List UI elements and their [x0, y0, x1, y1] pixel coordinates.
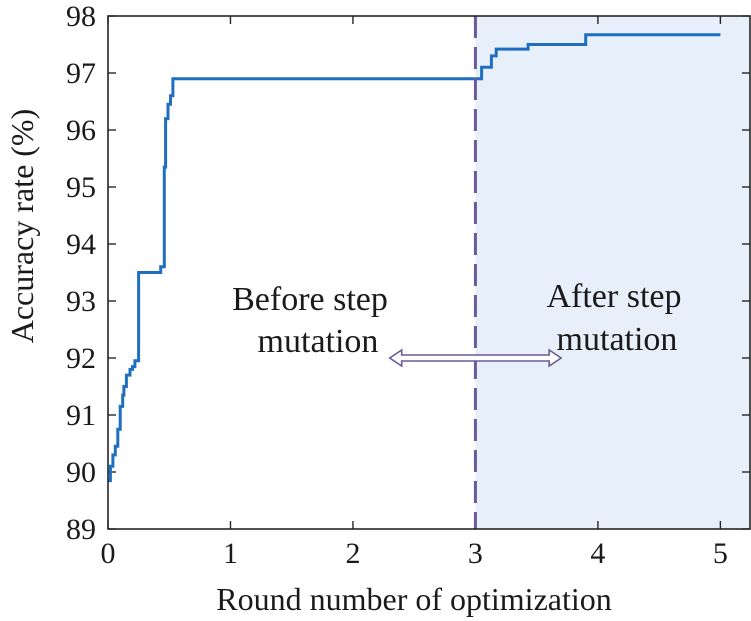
- y-tick-label: 91: [66, 399, 96, 432]
- x-tick-label: 0: [101, 537, 116, 570]
- x-tick-label: 4: [590, 537, 605, 570]
- y-tick-label: 90: [66, 456, 96, 489]
- axis-ticks: 0 1 2 3 4 5 89 90 91 92 93 94 95 96 97 98: [66, 0, 750, 570]
- y-tick-label: 95: [66, 171, 96, 204]
- y-axis-label: Accuracy rate (%): [4, 109, 40, 344]
- annotation-after-line1: After step: [546, 278, 681, 315]
- y-tick-label: 92: [66, 342, 96, 375]
- x-axis-label: Round number of optimization: [216, 581, 612, 617]
- double-arrow-shape: [388, 348, 563, 368]
- y-tick-label: 89: [66, 513, 96, 546]
- y-tick-label: 97: [66, 57, 96, 90]
- x-tick-label: 2: [345, 537, 360, 570]
- y-tick-label: 94: [66, 228, 96, 261]
- double-arrow: [388, 348, 563, 368]
- y-tick-label: 98: [66, 0, 96, 33]
- x-tick-label: 5: [713, 537, 728, 570]
- shaded-region: [475, 16, 751, 529]
- annotation-before-line2: mutation: [258, 323, 379, 360]
- x-tick-label: 3: [468, 537, 483, 570]
- y-tick-label: 93: [66, 285, 96, 318]
- series-line-accuracy: [108, 33, 721, 483]
- annotation-after-line2: mutation: [557, 321, 678, 358]
- annotation-before-line1: Before step: [232, 281, 388, 318]
- plot-frame: [107, 15, 751, 530]
- x-tick-label: 1: [223, 537, 238, 570]
- y-tick-label: 96: [66, 114, 96, 147]
